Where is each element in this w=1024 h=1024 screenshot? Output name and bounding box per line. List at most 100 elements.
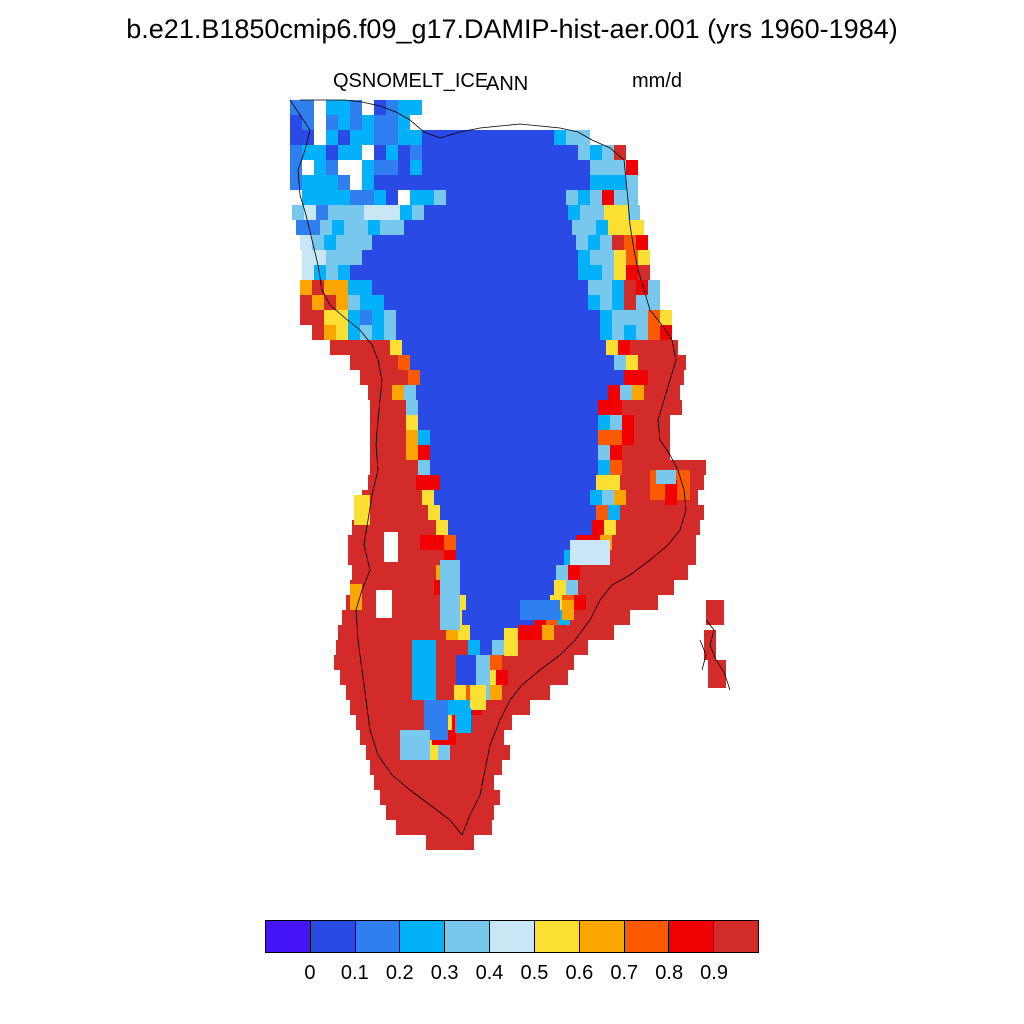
grid-cell (372, 310, 384, 325)
grid-cell (434, 145, 446, 160)
grid-cell (518, 160, 530, 175)
grid-cell (426, 340, 438, 355)
grid-cell (578, 160, 590, 175)
grid-cell (378, 340, 390, 355)
grid-cell (394, 595, 406, 610)
grid-cell (368, 715, 380, 730)
grid-cell (528, 550, 540, 565)
grid-cell (396, 370, 408, 385)
grid-cell (632, 505, 644, 520)
grid-cell (518, 355, 530, 370)
grid-cell (582, 610, 594, 625)
grid-cell (648, 370, 660, 385)
grid-cell (640, 565, 652, 580)
grid-cell (622, 595, 634, 610)
grid-cell (400, 205, 412, 220)
grid-cell (588, 310, 600, 325)
grid-cell (484, 565, 496, 580)
grid-cell (480, 640, 492, 655)
grid-cell (492, 640, 504, 655)
grid-cell (432, 235, 444, 250)
grid-cell (578, 355, 590, 370)
grid-cell (454, 430, 466, 445)
grid-cell (506, 490, 518, 505)
grid-cell (500, 220, 512, 235)
grid-cell (510, 340, 522, 355)
grid-cell (602, 580, 614, 595)
grid-cell (446, 175, 458, 190)
grid-cell (600, 280, 612, 295)
grid-cell (454, 400, 466, 415)
grid-cell (468, 310, 480, 325)
grid-cell (442, 415, 454, 430)
grid-cell (636, 235, 648, 250)
grid-cell (370, 430, 382, 445)
grid-cell (302, 175, 314, 190)
grid-cell (490, 430, 502, 445)
grid-cell (386, 805, 398, 820)
grid-cell (518, 175, 530, 190)
grid-cell (326, 175, 338, 190)
grid-cell (444, 310, 456, 325)
grid-cell (454, 445, 466, 460)
grid-cell (398, 100, 410, 115)
grid-cell (516, 310, 528, 325)
grid-cell (554, 190, 566, 205)
grid-cell (590, 160, 602, 175)
grid-cell (450, 340, 462, 355)
grid-cell (430, 460, 442, 475)
grid-cell (574, 415, 586, 430)
grid-cell (372, 295, 384, 310)
grid-cell (458, 625, 470, 640)
colorbar-tick-label: 0.8 (655, 962, 684, 984)
grid-cell (616, 565, 628, 580)
grid-cell (314, 100, 326, 115)
grid-cell (590, 190, 602, 205)
grid-cell (518, 625, 530, 640)
grid-cell (554, 580, 566, 595)
grid-cell (490, 460, 502, 475)
grid-cell (348, 310, 360, 325)
grid-cell (326, 160, 338, 175)
grid-cell (476, 790, 488, 805)
grid-cell (410, 580, 422, 595)
grid-cell (420, 550, 432, 565)
grid-cell (554, 265, 566, 280)
grid-cell (612, 325, 624, 340)
colorbar-tick-label: 0.6 (565, 962, 594, 984)
grid-cell (586, 445, 598, 460)
grid-cell (544, 205, 556, 220)
colorbar-swatch (579, 921, 625, 952)
grid-cell (350, 145, 362, 160)
grid-cell (476, 475, 488, 490)
grid-cell (398, 805, 410, 820)
grid-cell (444, 640, 456, 655)
grid-cell (504, 550, 516, 565)
grid-cell (406, 460, 418, 475)
coastline (289, 99, 731, 836)
colorbar-swatch (400, 921, 446, 952)
grid-cell (338, 115, 350, 130)
grid-cell (552, 310, 564, 325)
grid-cell (446, 250, 458, 265)
grid-cell (564, 280, 576, 295)
grid-cell (394, 445, 406, 460)
grid-cell (556, 565, 568, 580)
grid-cell (428, 220, 440, 235)
grid-cell (404, 505, 416, 520)
grid-cell (490, 685, 502, 700)
grid-cell (374, 250, 386, 265)
grid-cell (506, 175, 518, 190)
grid-cell (300, 235, 312, 250)
grid-cell (396, 550, 408, 565)
grid-cell (494, 145, 506, 160)
grid-cell (350, 115, 362, 130)
grid-cell (454, 415, 466, 430)
grid-cell (370, 415, 382, 430)
grid-cell (426, 610, 438, 625)
grid-cell (362, 190, 374, 205)
grid-cell (524, 220, 536, 235)
grid-cell (668, 505, 680, 520)
grid-cell (512, 385, 524, 400)
grid-cell (450, 835, 462, 850)
